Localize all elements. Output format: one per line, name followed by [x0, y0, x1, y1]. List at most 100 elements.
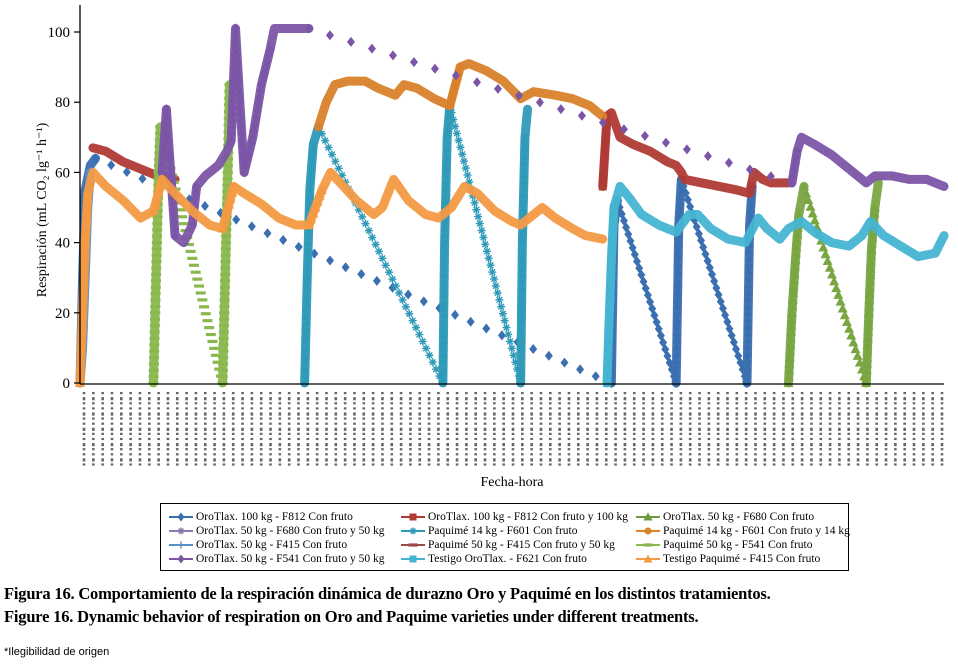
x-tick-label: [390, 392, 394, 466]
data-point: [783, 378, 794, 387]
x-tick-label: [353, 392, 356, 466]
data-point: [676, 193, 685, 204]
data-point: [440, 258, 449, 267]
data-point: [744, 281, 753, 292]
data-point: [227, 187, 238, 197]
data-point: [703, 151, 712, 162]
data-point: [149, 336, 160, 340]
legend-marker-icon: [636, 511, 660, 523]
x-tick-label: [763, 392, 767, 466]
data-point: [223, 157, 234, 161]
data-point: [785, 346, 796, 356]
x-tick-label: [614, 392, 617, 466]
data-point: [151, 241, 162, 245]
data-point: [175, 208, 186, 212]
data-point: [236, 103, 245, 114]
data-point: [149, 355, 160, 360]
data-point: [789, 268, 800, 278]
data-point: [222, 164, 233, 168]
data-point: [451, 122, 460, 131]
data-point: [458, 150, 467, 159]
data-point: [789, 261, 800, 271]
data-point: [151, 266, 162, 270]
data-point: [746, 207, 755, 218]
x-tick-label: [651, 392, 655, 466]
data-point: [818, 242, 829, 252]
data-point: [300, 379, 309, 387]
data-point: [529, 343, 538, 354]
data-point: [148, 375, 159, 379]
data-point: [232, 214, 241, 225]
data-point: [440, 285, 449, 294]
data-point: [831, 283, 842, 293]
data-point: [170, 217, 179, 228]
data-point: [793, 209, 804, 219]
data-point: [439, 312, 448, 321]
data-point: [502, 323, 511, 332]
data-point: [807, 208, 818, 218]
data-point: [608, 223, 617, 232]
series-5: [300, 101, 533, 388]
data-point: [606, 288, 615, 297]
data-point: [151, 247, 162, 251]
data-point: [673, 288, 682, 299]
data-point: [237, 122, 246, 133]
x-tick-label: [418, 392, 422, 466]
data-point: [784, 352, 795, 362]
data-point: [456, 63, 465, 72]
data-point: [511, 358, 520, 367]
data-point: [484, 254, 493, 263]
data-point: [863, 314, 874, 324]
x-tick-label: [791, 392, 795, 466]
data-point: [449, 88, 458, 97]
data-point: [791, 242, 802, 252]
data-point: [305, 192, 314, 201]
data-point: [560, 357, 569, 368]
data-point: [219, 311, 230, 315]
x-tick-label: [362, 392, 366, 466]
data-point: [451, 309, 460, 320]
data-point: [279, 235, 288, 246]
data-point: [81, 219, 92, 229]
data-point: [398, 295, 407, 304]
x-tick-label: [856, 392, 860, 466]
data-point: [195, 291, 206, 295]
data-point: [82, 200, 93, 210]
x-tick-label: [558, 392, 561, 466]
data-point: [518, 258, 527, 267]
data-point: [237, 129, 246, 140]
legend-label: OroTlax. 50 kg - F415 Con fruto: [196, 539, 348, 551]
x-tick-label: [521, 392, 524, 466]
data-point: [309, 140, 318, 149]
data-point: [425, 351, 434, 360]
data-point: [516, 372, 525, 381]
data-point: [440, 278, 449, 287]
data-point: [474, 212, 483, 221]
data-point: [792, 229, 803, 239]
x-tick-label: [82, 392, 86, 466]
x-tick-label: [399, 392, 403, 466]
data-point: [80, 237, 91, 247]
x-tick-label: [278, 392, 282, 466]
legend-marker-icon: [169, 525, 193, 537]
data-point: [192, 181, 201, 192]
data-point: [317, 129, 326, 138]
data-point: [194, 284, 205, 288]
data-point: [218, 355, 229, 360]
data-point: [169, 211, 178, 222]
data-point: [358, 212, 367, 221]
data-point: [493, 288, 502, 297]
x-tick-label: [819, 392, 823, 466]
data-point: [556, 104, 565, 115]
data-point: [148, 362, 159, 366]
x-tick-label: [213, 392, 216, 466]
data-point: [517, 292, 526, 301]
data-point: [304, 246, 313, 255]
data-point: [263, 228, 272, 239]
data-point: [76, 346, 87, 356]
data-point: [459, 157, 468, 166]
data-point: [604, 332, 613, 341]
x-tick-label: [231, 392, 235, 466]
data-point: [744, 295, 753, 306]
data-point: [603, 379, 612, 387]
